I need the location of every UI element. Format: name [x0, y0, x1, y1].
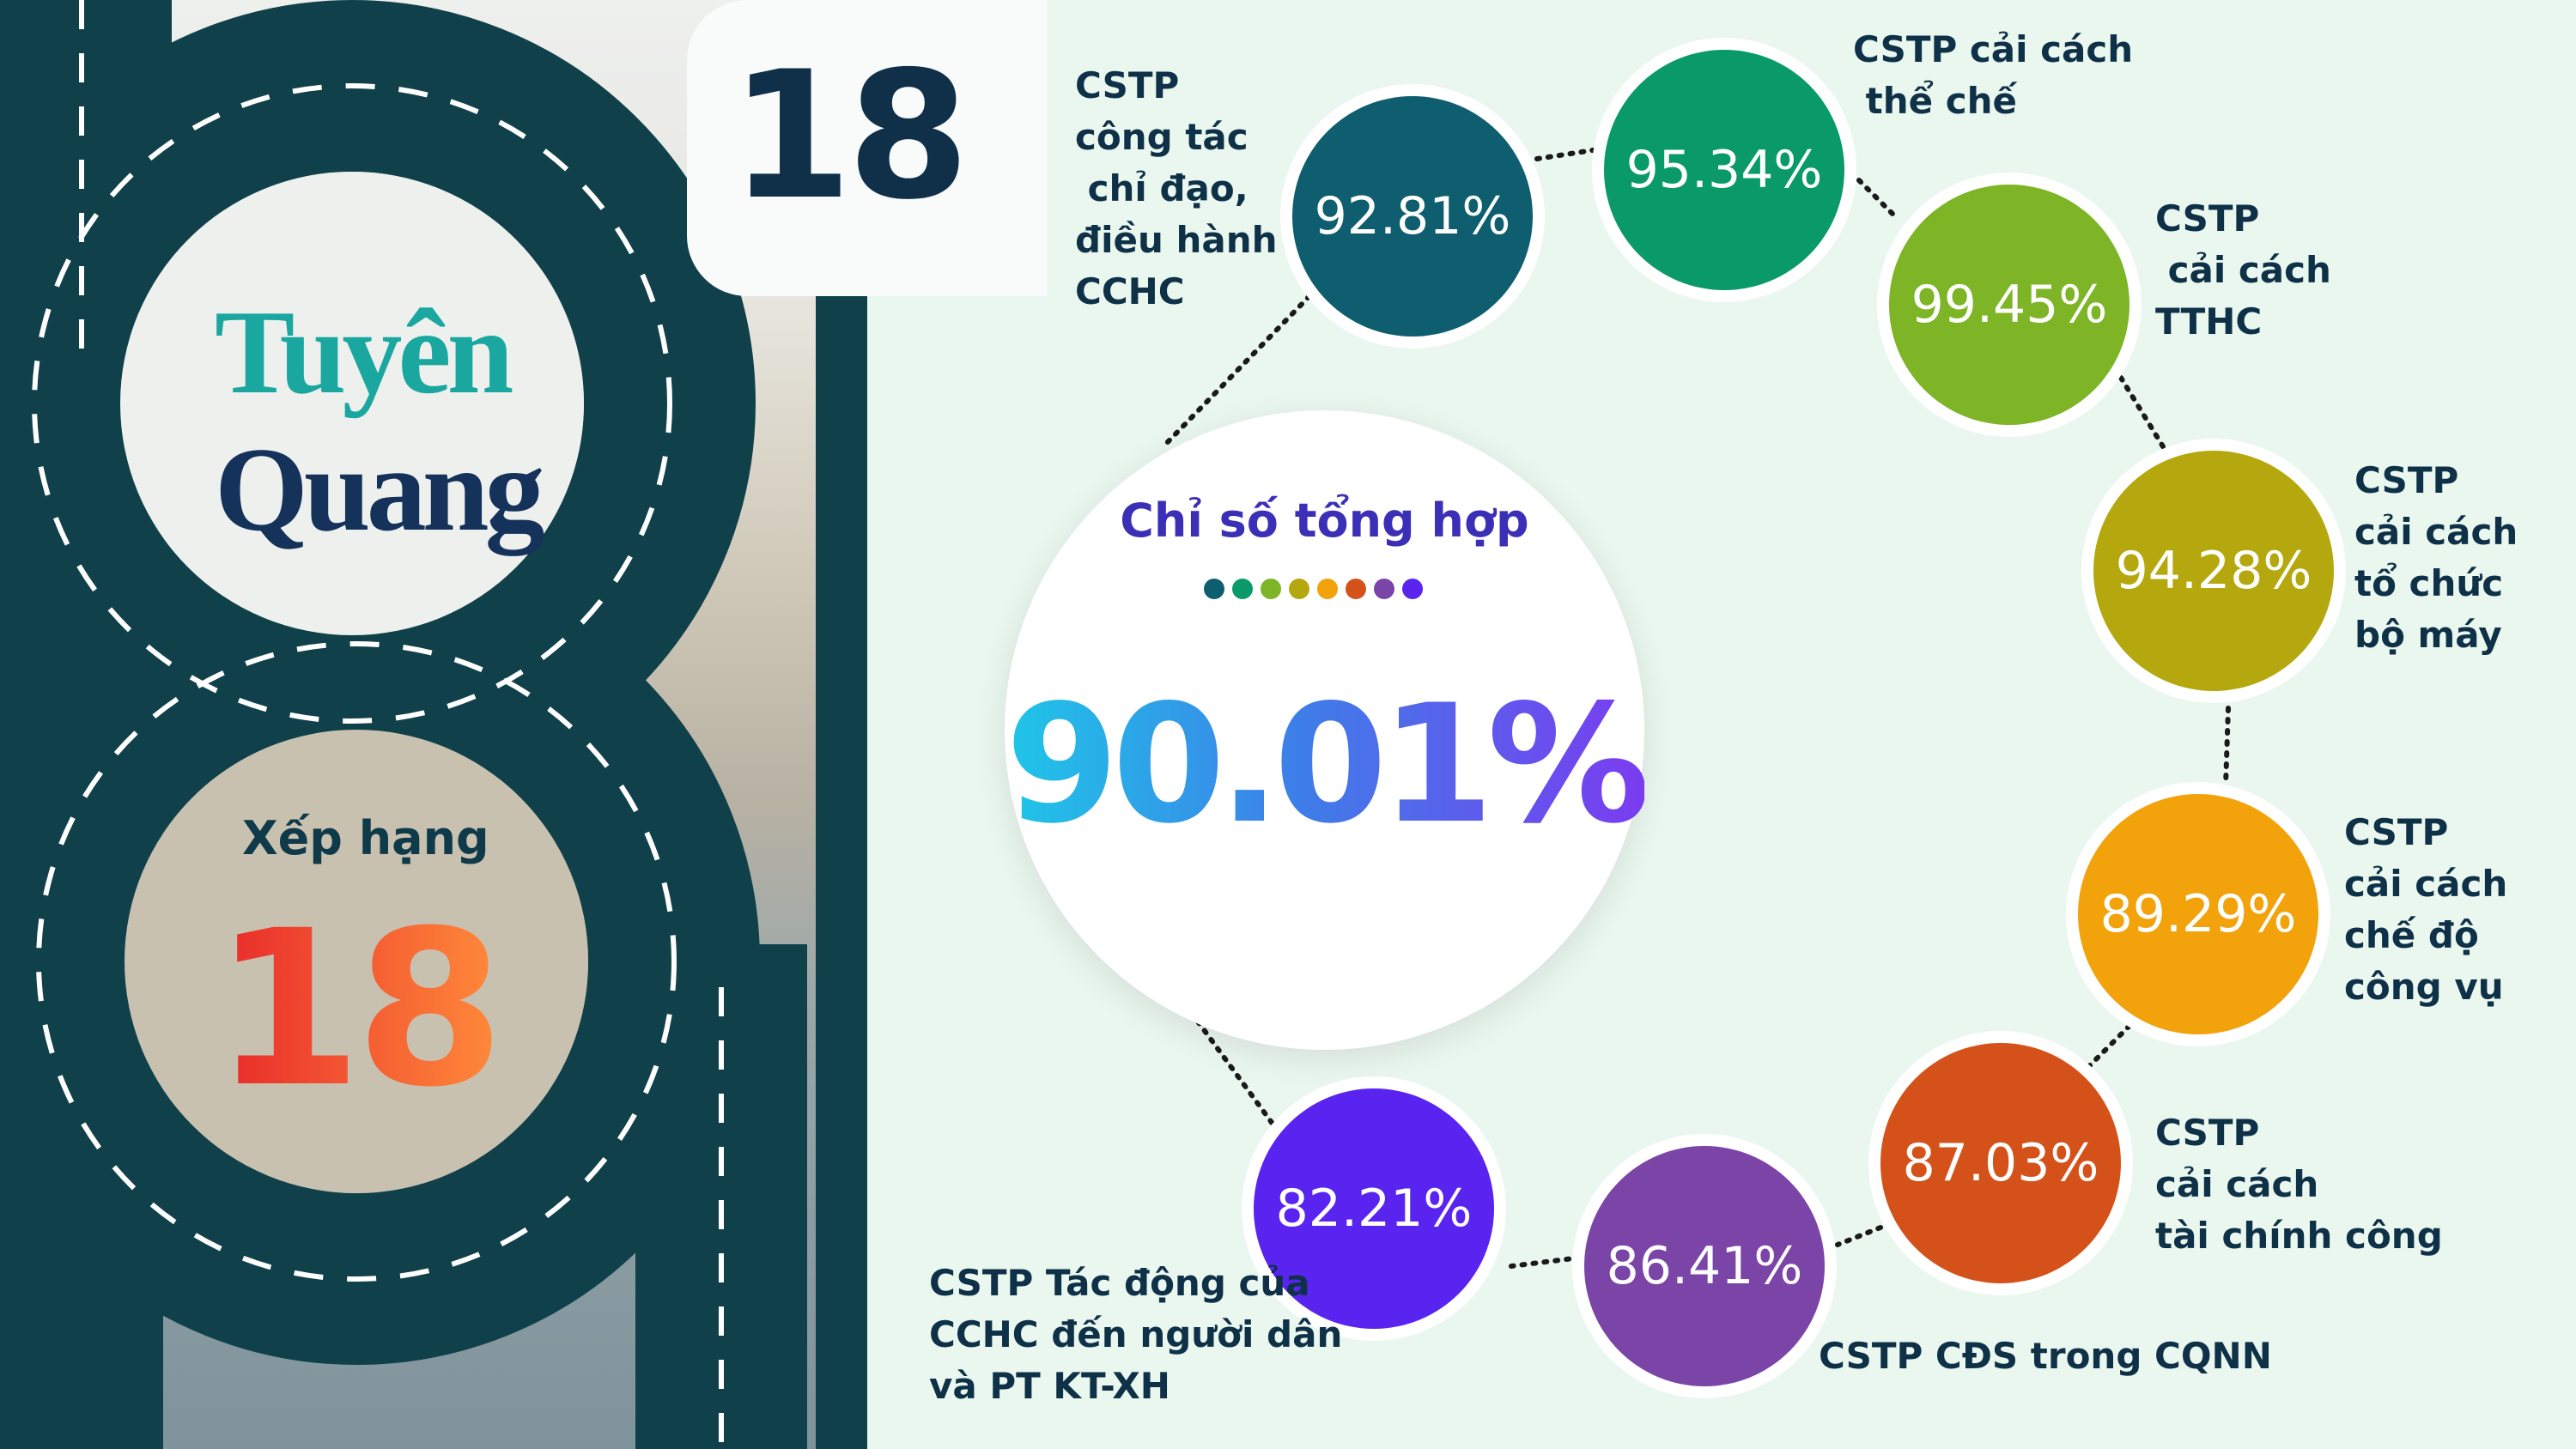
- indicator-label-7: CSTP CĐS trong CQNN: [1819, 1335, 2272, 1377]
- indicator-value-7: 86.41%: [1606, 1236, 1803, 1296]
- rank-card: [687, 0, 1048, 296]
- summary-title: Chỉ số tổng hợp: [1120, 494, 1529, 548]
- summary-dot: [1402, 579, 1423, 599]
- summary-dot: [1317, 579, 1338, 599]
- indicator-bubble-2: 95.34%: [1604, 50, 1844, 290]
- indicator-value-8: 82.21%: [1275, 1179, 1473, 1239]
- summary-dot: [1289, 579, 1309, 599]
- indicator-bubble-6: 87.03%: [1880, 1043, 2121, 1283]
- indicator-value-6: 87.03%: [1902, 1133, 2099, 1193]
- summary-circle: [1005, 410, 1644, 1050]
- indicator-value-3: 99.45%: [1911, 275, 2108, 335]
- summary-dot: [1204, 579, 1224, 599]
- summary-dot: [1261, 579, 1281, 599]
- indicator-value-4: 94.28%: [2115, 541, 2312, 601]
- indicator-bubble-1: 92.81%: [1292, 96, 1533, 336]
- summary-dot: [1346, 579, 1366, 599]
- indicator-label-4: CSTP cải cách tổ chức bộ máy: [2354, 459, 2518, 656]
- indicator-value-5: 89.29%: [2099, 884, 2297, 944]
- indicator-value-2: 95.34%: [1625, 140, 1823, 200]
- indicator-label-2: CSTP cải cách thể chế: [1853, 28, 2134, 122]
- rank-value: 18: [213, 884, 505, 1134]
- indicator-bubble-3: 99.45%: [1889, 185, 2129, 425]
- indicator-label-6: CSTP cải cách tài chính công: [2155, 1112, 2443, 1257]
- summary-value: 90.01%: [1005, 670, 1650, 859]
- summary-dot: [1374, 579, 1394, 599]
- indicator-label-5: CSTP cải cách chế độ công vụ: [2344, 811, 2508, 1008]
- indicator-bubble-8: 82.21%: [1254, 1088, 1494, 1329]
- indicator-bubble-7: 86.41%: [1584, 1146, 1825, 1386]
- summary-dot: [1232, 579, 1253, 599]
- summary-color-dots: [1204, 579, 1423, 599]
- indicator-bubble-4: 94.28%: [2093, 451, 2334, 691]
- rank-top-number: 18: [730, 34, 969, 239]
- rank-label: Xếp hạng: [242, 811, 489, 865]
- city-name-line2: Quang: [215, 423, 545, 556]
- indicator-bubble-5: 89.29%: [2078, 794, 2318, 1034]
- indicator-value-1: 92.81%: [1314, 186, 1511, 246]
- indicator-label-8: CSTP Tác động của CCHC đến người dân và …: [929, 1262, 1343, 1407]
- indicator-label-1: CSTP công tác chỉ đạo, điều hành CCHC: [1075, 64, 1278, 312]
- indicator-label-3: CSTP cải cách TTHC: [2155, 197, 2331, 343]
- city-name-line1: Tuyên: [215, 286, 513, 419]
